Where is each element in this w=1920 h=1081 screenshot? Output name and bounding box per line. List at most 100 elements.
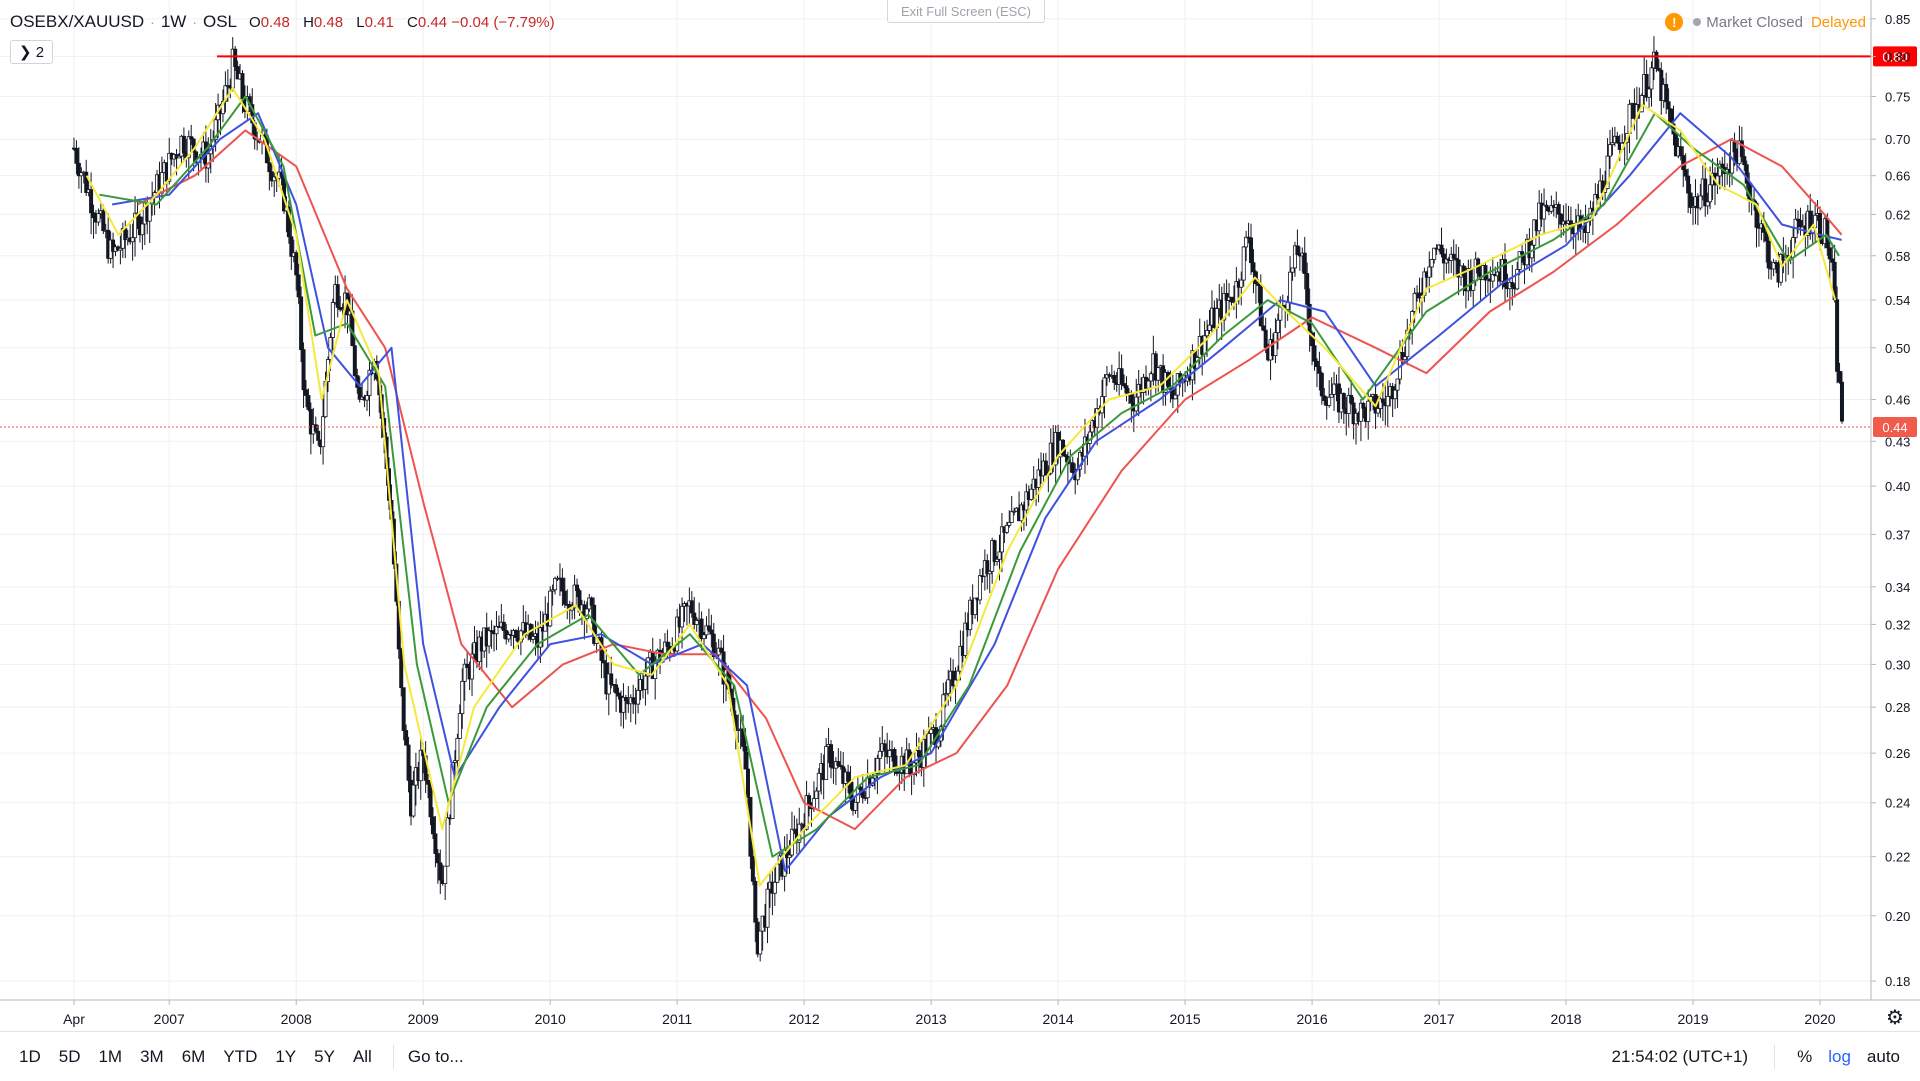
candle-body	[1256, 283, 1261, 286]
percent-scale-toggle[interactable]: %	[1797, 1046, 1813, 1066]
candle-body	[1173, 394, 1178, 400]
candle-body	[513, 630, 518, 638]
candle-body	[1654, 51, 1659, 69]
candle-body	[709, 629, 714, 635]
candle-body	[804, 795, 809, 830]
candle-body	[91, 212, 96, 219]
range-3m-button[interactable]: 3M	[140, 1046, 164, 1066]
candle-body	[1698, 195, 1703, 209]
candle-body	[308, 409, 313, 435]
close-label: C	[407, 14, 418, 31]
candle-body	[1095, 408, 1100, 428]
auto-scale-toggle[interactable]: auto	[1866, 1046, 1900, 1066]
high-label: H	[303, 14, 314, 31]
candle-body	[269, 171, 274, 182]
candle-body	[829, 744, 834, 768]
price-tick-label: 0.62	[1885, 207, 1910, 222]
candle-body	[963, 622, 968, 656]
clock-timezone[interactable]: 21:54:02 (UTC+1)	[1611, 1046, 1749, 1066]
gear-icon[interactable]: ⚙	[1886, 1007, 1904, 1029]
candle-body	[460, 680, 465, 714]
candle-body	[1647, 88, 1652, 98]
range-all-button[interactable]: All	[352, 1046, 372, 1066]
candle-body	[1827, 247, 1832, 260]
candle-body	[875, 758, 880, 774]
candle-body	[1605, 155, 1610, 189]
candle-body	[189, 136, 194, 140]
symbol-header: OSEBX/XAUUSD · 1W · OSL O0.48 H0.48 L0.4…	[10, 12, 564, 34]
candle-body	[1796, 218, 1801, 221]
candle-body	[1358, 402, 1363, 422]
candle-body	[614, 684, 619, 694]
candle-body	[743, 745, 748, 770]
interval-label[interactable]: 1W	[160, 12, 187, 31]
moving-averages	[85, 87, 1843, 887]
candle-body	[1708, 184, 1713, 203]
exit-fullscreen-button[interactable]: Exit Full Screen (ESC)	[887, 0, 1045, 23]
time-axis[interactable]: Apr 2007 2008 2009 2010 2011 2012 2013 2014 2015 2…	[0, 999, 1920, 1029]
candle-body	[711, 633, 716, 658]
range-5y-button[interactable]: 5Y	[314, 1046, 335, 1066]
time-tick-label: 2013	[916, 1011, 947, 1027]
candle-body	[1349, 394, 1354, 404]
log-scale-toggle[interactable]: log	[1828, 1046, 1851, 1066]
price-tick-label: 0.22	[1885, 850, 1910, 865]
candle-body	[1429, 259, 1434, 268]
goto-date-button[interactable]: Go to...	[407, 1046, 464, 1066]
range-ytd-button[interactable]: YTD	[223, 1046, 258, 1066]
candle-body	[1644, 74, 1649, 98]
candle-body	[1798, 220, 1803, 228]
candle-body	[130, 237, 135, 243]
legend-toggle-button[interactable]: ❯ 2	[10, 40, 54, 64]
candle-body	[306, 395, 311, 410]
candle-body	[470, 653, 475, 680]
range-1y-button[interactable]: 1Y	[275, 1046, 297, 1066]
candle-body	[1615, 135, 1620, 144]
candle-body	[404, 730, 409, 746]
candle-body	[616, 692, 621, 697]
candle-body	[303, 389, 308, 396]
candle-body	[1510, 282, 1515, 288]
price-tick-label: 0.54	[1885, 293, 1910, 308]
candle-body	[1673, 133, 1678, 157]
time-tick-label: 2009	[408, 1011, 439, 1027]
candle-body	[1656, 68, 1661, 71]
candle-body	[1607, 144, 1612, 157]
horizontal-line-080[interactable]: 0.80 0.44	[0, 46, 1917, 438]
time-tick-label: 2012	[789, 1011, 820, 1027]
candle-body	[882, 743, 887, 751]
candle-body	[1275, 319, 1280, 334]
candle-body	[1239, 279, 1244, 288]
candle-body	[958, 645, 963, 672]
candle-body	[1639, 95, 1644, 113]
candle-body	[1610, 142, 1615, 146]
symbol-name[interactable]: OSEBX/XAUUSD	[10, 12, 145, 31]
candle-body	[1837, 370, 1842, 383]
candle-body	[951, 670, 956, 687]
candle-body	[1380, 398, 1385, 403]
price-tick-label: 0.43	[1885, 434, 1910, 449]
candle-body	[352, 345, 357, 376]
delayed-label[interactable]: Delayed	[1810, 13, 1866, 31]
range-5d-button[interactable]: 5D	[58, 1046, 81, 1066]
warning-icon[interactable]: !	[1665, 13, 1684, 31]
candle-body	[433, 833, 438, 854]
price-axis[interactable]: 0.18 0.20 0.22 0.24 0.26 0.28 0.30 0.32 0.34 0.37…	[1870, 0, 1910, 1000]
candle-body	[1683, 169, 1688, 177]
candle-body	[443, 865, 448, 885]
candle-body	[999, 526, 1004, 553]
candle-body	[858, 786, 863, 790]
time-tick-label: 2016	[1296, 1011, 1327, 1027]
low-label: L	[356, 14, 365, 31]
candle-body	[787, 854, 792, 859]
candle-body	[313, 424, 318, 432]
candle-body	[1153, 353, 1158, 381]
last-price-box	[1873, 417, 1917, 438]
candle-body	[560, 577, 565, 592]
scale-options: 21:54:02 (UTC+1) % log auto	[1611, 1044, 1908, 1069]
range-1d-button[interactable]: 1D	[19, 1046, 41, 1066]
range-1m-button[interactable]: 1M	[98, 1046, 123, 1066]
candle-body	[1378, 398, 1383, 409]
chart-canvas[interactable]: 0.80 0.44 0.18 0.20 0.22 0.24 0.26 0.28 0.30 0.3…	[0, 0, 1920, 1031]
range-6m-button[interactable]: 6M	[181, 1046, 206, 1066]
